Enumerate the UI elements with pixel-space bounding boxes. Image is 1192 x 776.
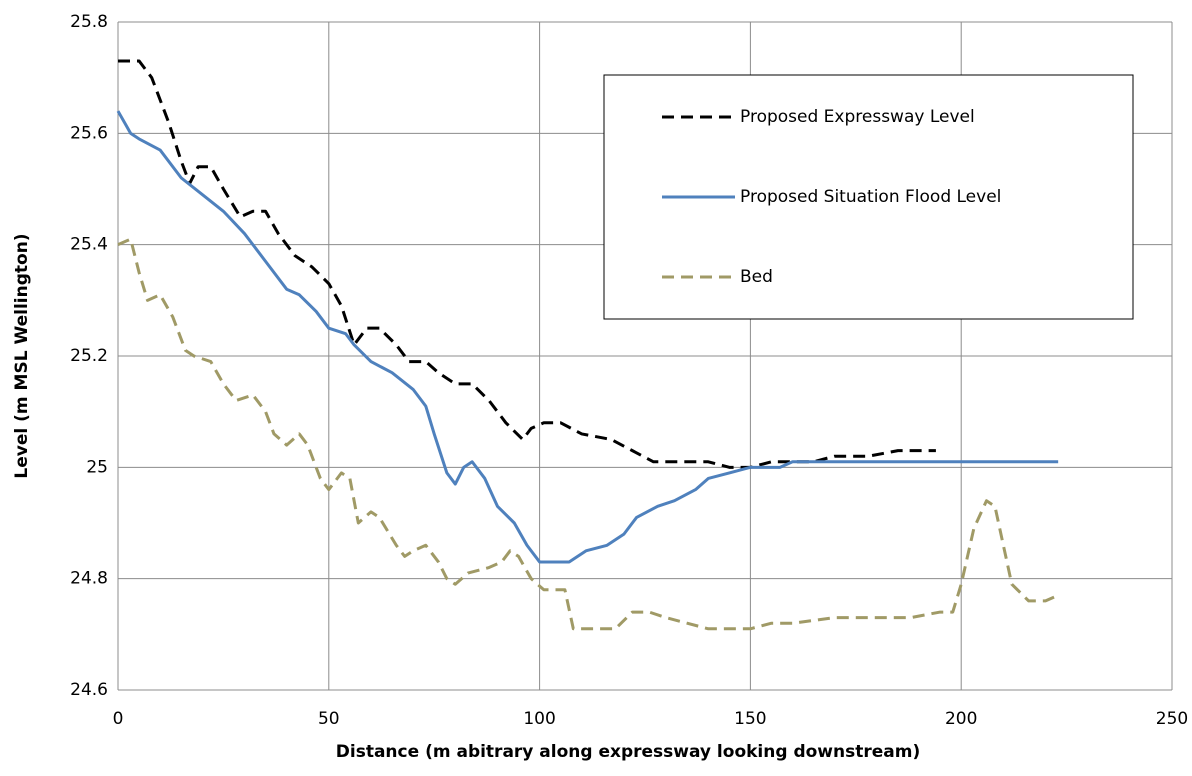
y-tick-label: 25.2 xyxy=(70,346,108,366)
x-tick-label: 0 xyxy=(113,709,124,729)
legend-label: Proposed Situation Flood Level xyxy=(740,187,1001,207)
y-tick-label: 24.8 xyxy=(70,569,108,589)
x-tick-label: 150 xyxy=(734,709,766,729)
legend-label: Bed xyxy=(740,267,773,287)
x-tick-label: 100 xyxy=(523,709,555,729)
series-line xyxy=(116,110,1059,564)
y-axis-label: Level (m MSL Wellington) xyxy=(12,233,32,478)
series-line xyxy=(117,237,1059,631)
y-tick-label: 24.6 xyxy=(70,680,108,700)
x-tick-label: 250 xyxy=(1156,709,1188,729)
y-tick-label: 25.4 xyxy=(70,235,108,255)
y-tick-label: 25.8 xyxy=(70,12,108,32)
x-tick-label: 200 xyxy=(945,709,977,729)
y-tick-label: 25 xyxy=(86,457,108,477)
x-tick-label: 50 xyxy=(318,709,340,729)
legend-label: Proposed Expressway Level xyxy=(740,107,975,127)
x-axis-label: Distance (m abitrary along expressway lo… xyxy=(336,742,920,762)
y-tick-label: 25.6 xyxy=(70,123,108,143)
